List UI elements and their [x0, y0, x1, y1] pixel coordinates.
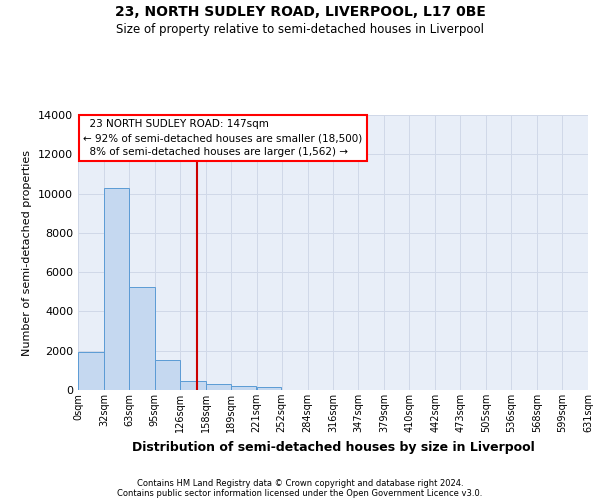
Bar: [104, 188, 129, 390]
Bar: [257, 387, 281, 390]
Text: 23, NORTH SUDLEY ROAD, LIVERPOOL, L17 0BE: 23, NORTH SUDLEY ROAD, LIVERPOOL, L17 0B…: [115, 5, 485, 19]
Text: 23 NORTH SUDLEY ROAD: 147sqm  
← 92% of semi-detached houses are smaller (18,500: 23 NORTH SUDLEY ROAD: 147sqm ← 92% of se…: [83, 119, 362, 157]
Text: Size of property relative to semi-detached houses in Liverpool: Size of property relative to semi-detach…: [116, 22, 484, 36]
Bar: [206, 384, 230, 390]
X-axis label: Distribution of semi-detached houses by size in Liverpool: Distribution of semi-detached houses by …: [131, 440, 535, 454]
Text: Contains public sector information licensed under the Open Government Licence v3: Contains public sector information licen…: [118, 488, 482, 498]
Bar: [155, 360, 179, 390]
Bar: [231, 386, 256, 390]
Y-axis label: Number of semi-detached properties: Number of semi-detached properties: [22, 150, 32, 356]
Bar: [78, 352, 104, 390]
Bar: [180, 380, 205, 390]
Bar: [129, 287, 155, 390]
Text: Contains HM Land Registry data © Crown copyright and database right 2024.: Contains HM Land Registry data © Crown c…: [137, 478, 463, 488]
